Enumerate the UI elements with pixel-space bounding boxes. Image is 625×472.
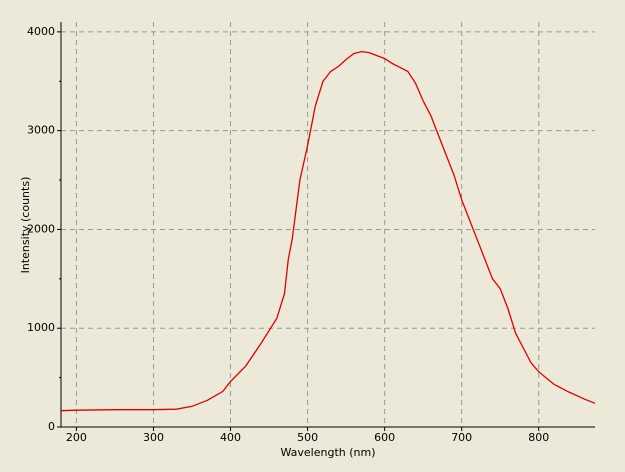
- y-tick-label: 0: [48, 420, 55, 433]
- x-tick-label: 200: [66, 431, 87, 444]
- x-tick-label: 800: [528, 431, 549, 444]
- x-axis-label: Wavelength (nm): [280, 446, 375, 459]
- x-tick-label: 400: [220, 431, 241, 444]
- x-tick-label: 700: [451, 431, 472, 444]
- y-tick-label: 1000: [27, 321, 55, 334]
- y-tick-label: 2000: [27, 222, 55, 235]
- y-tick-label: 3000: [27, 124, 55, 137]
- x-tick-label: 600: [374, 431, 395, 444]
- y-axis-label: Intensity (counts): [19, 177, 32, 274]
- data-line: [60, 50, 596, 412]
- y-tick-label: 4000: [27, 25, 55, 38]
- x-tick-label: 500: [297, 431, 318, 444]
- x-tick-label: 300: [143, 431, 164, 444]
